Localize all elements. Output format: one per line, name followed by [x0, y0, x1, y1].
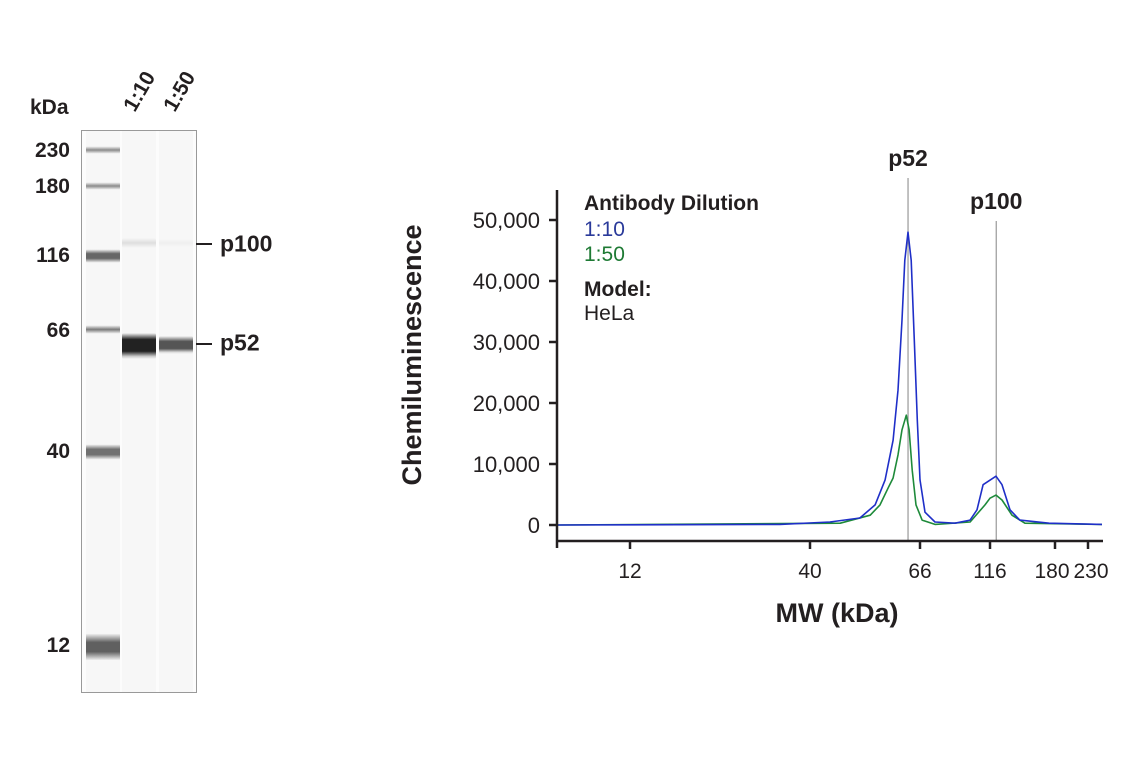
y-axis-label: Chemiluminescence — [397, 224, 427, 485]
band-p100-1-50 — [159, 239, 193, 247]
marker-label-12: 12 — [46, 634, 70, 657]
marker-label-230: 230 — [34, 139, 70, 162]
blot-unit-label: kDa — [30, 96, 69, 119]
ladder-band-12 — [86, 633, 120, 661]
x-tick-label: 180 — [1034, 560, 1069, 583]
series-line-1-50 — [557, 414, 1103, 526]
annotation-label-p52: p52 — [888, 145, 928, 171]
band-p100-1-10 — [122, 238, 156, 248]
ladder-band-180 — [86, 182, 120, 190]
ladder-band-66 — [86, 325, 120, 334]
marker-label-66: 66 — [46, 319, 70, 342]
ladder-band-40 — [86, 444, 120, 460]
x-tick-label: 40 — [798, 560, 821, 583]
marker-label-116: 116 — [36, 244, 70, 267]
x-tick-label: 66 — [908, 560, 931, 583]
ladder-band-230 — [86, 146, 120, 154]
p100-pointer-line — [196, 243, 212, 245]
lane-1-10 — [122, 131, 156, 692]
marker-label-180: 180 — [34, 175, 70, 198]
y-tick-label: 50,000 — [473, 208, 540, 233]
x-tick-label: 12 — [618, 560, 641, 583]
legend-model-label: Model: — [584, 278, 652, 301]
y-tick-label: 10,000 — [473, 452, 540, 477]
legend-entry-1-10: 1:10 — [584, 218, 625, 241]
x-tick-label: 116 — [973, 560, 1006, 583]
band-p52-1-50 — [159, 336, 193, 354]
x-axis-label: MW (kDa) — [776, 598, 899, 628]
legend-model-value: HeLa — [584, 302, 635, 325]
band-label-p100: p100 — [220, 230, 273, 257]
ladder-band-116 — [86, 249, 120, 263]
legend-entry-1-50: 1:50 — [584, 243, 625, 266]
annotation-label-p100: p100 — [970, 188, 1022, 214]
y-tick-label: 30,000 — [473, 330, 540, 355]
blot-image — [81, 130, 197, 693]
y-tick-label: 40,000 — [473, 269, 540, 294]
band-p52-1-10 — [122, 333, 156, 359]
x-tick-label: 230 — [1073, 560, 1108, 583]
lane-1-50 — [159, 131, 193, 692]
y-tick-label: 0 — [528, 513, 540, 538]
p52-pointer-line — [196, 343, 212, 345]
ladder-lane — [86, 131, 120, 692]
band-label-p52: p52 — [220, 329, 260, 356]
marker-label-40: 40 — [46, 440, 70, 463]
y-tick-label: 20,000 — [473, 391, 540, 416]
legend-title: Antibody Dilution — [584, 192, 759, 215]
series-line-1-10 — [557, 231, 1103, 526]
